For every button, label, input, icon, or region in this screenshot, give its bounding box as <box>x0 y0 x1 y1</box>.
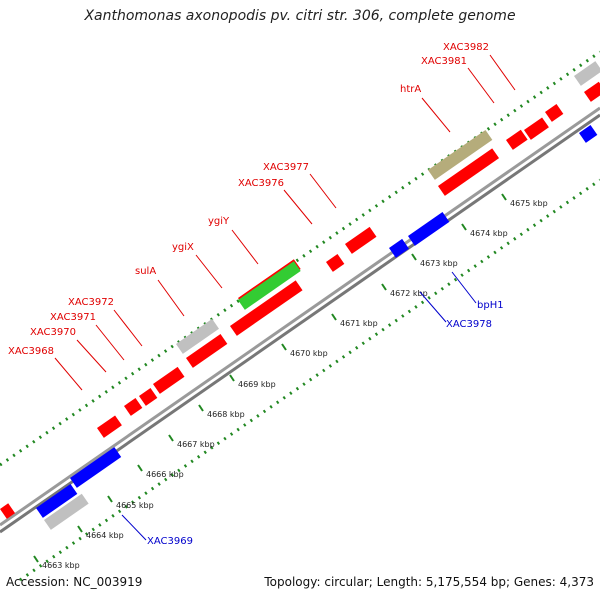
scale-tick <box>281 343 287 351</box>
scale-label: 4674 kbp <box>470 229 508 238</box>
leader-ygiy <box>231 229 259 265</box>
forward-gene-feature[interactable] <box>0 503 16 519</box>
forward-gene-feature[interactable] <box>545 104 564 122</box>
leader-xac3970 <box>76 339 107 373</box>
leader-htra <box>421 97 451 133</box>
scale-tick <box>229 374 235 382</box>
reverse-labels: XAC3969 XAC3978 bpH1 <box>121 271 504 547</box>
scale-label: 4663 kbp <box>42 561 80 570</box>
label-htra[interactable]: htrA <box>400 84 421 95</box>
forward-gene-feature[interactable] <box>438 148 500 196</box>
forward-labels: XAC3968 XAC3970 XAC3971 XAC3972 sulA ygi… <box>8 42 516 391</box>
label-xac3982[interactable]: XAC3982 <box>443 42 489 53</box>
scale-label: 4675 kbp <box>510 199 548 208</box>
leader-xac3981 <box>467 67 495 104</box>
leader-xac3971 <box>95 324 125 361</box>
reverse-gene-feature[interactable] <box>408 212 450 246</box>
scale-label: 4664 kbp <box>86 531 124 540</box>
leader-xac3982 <box>489 54 516 91</box>
forward-gene-feature[interactable] <box>230 280 303 336</box>
label-xac3981[interactable]: XAC3981 <box>421 56 467 67</box>
reverse-gene-feature[interactable] <box>579 125 598 143</box>
forward-gene-feature[interactable] <box>153 366 185 394</box>
label-xac3968[interactable]: XAC3968 <box>8 346 54 357</box>
scale-label: 4672 kbp <box>390 289 428 298</box>
label-xac3970[interactable]: XAC3970 <box>30 327 76 338</box>
forward-gene-feature[interactable] <box>523 117 549 140</box>
forward-gene-feature[interactable] <box>139 388 158 406</box>
scale-label: 4667 kbp <box>177 440 215 449</box>
scale-label: 4665 kbp <box>116 501 154 510</box>
leader-ygix <box>195 254 223 289</box>
rna-gene-feature[interactable] <box>44 493 89 530</box>
page-title: Xanthomonas axonopodis pv. citri str. 30… <box>84 8 516 24</box>
forward-gene-feature[interactable] <box>505 129 528 150</box>
reverse-gene-feature[interactable] <box>69 447 122 488</box>
forward-gene-feature[interactable] <box>326 254 345 272</box>
scale-label: 4671 kbp <box>340 319 378 328</box>
scale-label: 4668 kbp <box>207 410 245 419</box>
scale-tick <box>461 223 467 231</box>
scale-tick <box>381 283 387 291</box>
leader-bph1 <box>451 271 477 304</box>
label-xac3972[interactable]: XAC3972 <box>68 297 114 308</box>
label-ygix[interactable]: ygiX <box>172 242 194 253</box>
scale-ticks: 4663 kbp 4664 kbp 4665 kbp 4666 kbp 4667 kbp… <box>33 193 548 570</box>
label-xac3976[interactable]: XAC3976 <box>238 178 284 189</box>
scale-tick <box>137 464 143 472</box>
label-xac3977[interactable]: XAC3977 <box>263 162 309 173</box>
forward-gene-feature[interactable] <box>123 398 143 416</box>
scale-label: 4673 kbp <box>420 259 458 268</box>
label-ygiy[interactable]: ygiY <box>208 216 230 227</box>
scale-label: 4670 kbp <box>290 349 328 358</box>
rna-gene-feature[interactable] <box>573 61 600 86</box>
scale-tick <box>107 495 113 503</box>
forward-gene-feature[interactable] <box>186 334 228 368</box>
scale-tick <box>198 404 204 412</box>
scale-label: 4666 kbp <box>146 470 184 479</box>
leader-xac3976 <box>283 189 313 225</box>
label-xac3969[interactable]: XAC3969 <box>147 536 193 547</box>
gene-features <box>0 61 600 530</box>
label-sula[interactable]: sulA <box>135 266 156 277</box>
forward-gene-feature[interactable] <box>584 81 600 102</box>
inner-dotted-track <box>19 178 600 582</box>
label-xac3971[interactable]: XAC3971 <box>50 312 96 323</box>
green-gene-feature[interactable] <box>238 261 301 310</box>
scale-tick <box>501 193 507 201</box>
accession-text: Accession: NC_003919 <box>6 575 143 589</box>
leader-xac3968 <box>54 357 83 391</box>
scale-tick <box>331 313 337 321</box>
scale-tick <box>33 555 39 563</box>
forward-gene-feature[interactable] <box>345 226 377 254</box>
reverse-gene-feature[interactable] <box>36 484 78 518</box>
forward-gene-feature[interactable] <box>97 415 122 438</box>
genome-summary-text: Topology: circular; Length: 5,175,554 bp… <box>264 575 594 589</box>
leader-sula <box>157 279 185 317</box>
reverse-gene-feature[interactable] <box>389 238 409 258</box>
scale-tick <box>411 253 417 261</box>
outer-dotted-track <box>0 50 600 467</box>
rna-gene-feature[interactable] <box>176 318 219 354</box>
khaki-gene-feature[interactable] <box>428 130 493 180</box>
backbone-line-outer <box>0 106 600 527</box>
label-bph1[interactable]: bpH1 <box>477 300 504 311</box>
leader-xac3977 <box>309 173 337 209</box>
leader-xac3972 <box>113 309 143 347</box>
scale-tick <box>168 434 174 442</box>
label-xac3978[interactable]: XAC3978 <box>446 319 492 330</box>
leader-xac3969 <box>121 514 147 541</box>
scale-tick <box>77 525 83 533</box>
scale-label: 4669 kbp <box>238 380 276 389</box>
leader-xac3978 <box>419 291 447 323</box>
